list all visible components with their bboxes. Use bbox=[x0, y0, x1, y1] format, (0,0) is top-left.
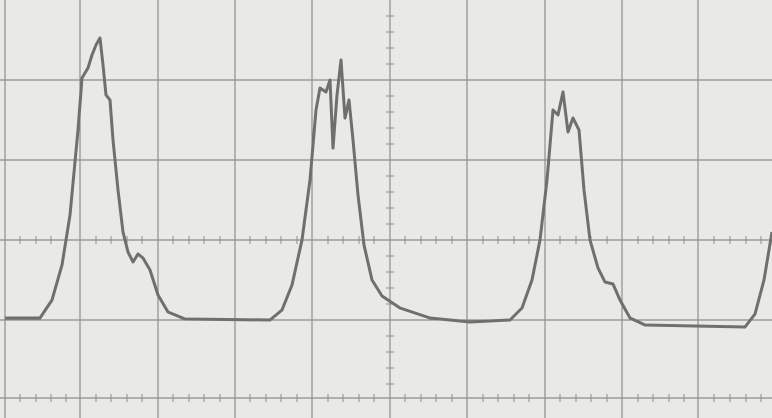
page bbox=[0, 0, 772, 418]
screen-background bbox=[0, 0, 772, 418]
oscilloscope-photo bbox=[0, 0, 772, 418]
